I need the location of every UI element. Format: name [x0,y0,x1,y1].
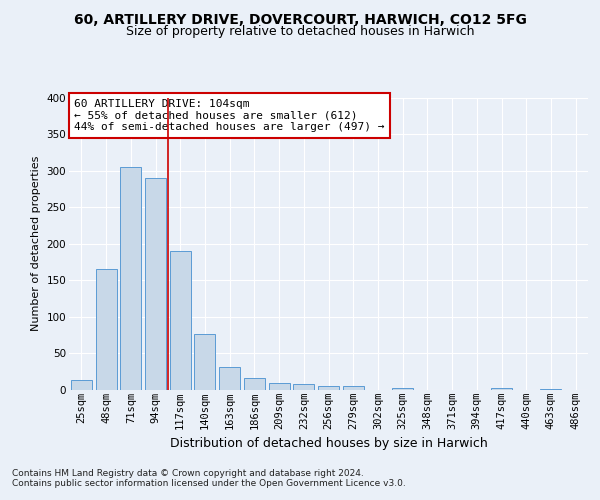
Bar [491,388,512,390]
Bar [269,384,290,390]
Bar [343,386,364,390]
Bar [170,251,191,390]
Bar [392,388,413,390]
Bar [120,167,141,390]
Bar [95,270,116,390]
Text: Size of property relative to detached houses in Harwich: Size of property relative to detached ho… [126,25,474,38]
Bar [244,378,265,390]
Bar [541,388,562,390]
Bar [318,386,339,390]
Text: Contains HM Land Registry data © Crown copyright and database right 2024.: Contains HM Land Registry data © Crown c… [12,468,364,477]
Text: 60 ARTILLERY DRIVE: 104sqm
← 55% of detached houses are smaller (612)
44% of sem: 60 ARTILLERY DRIVE: 104sqm ← 55% of deta… [74,99,385,132]
Text: 60, ARTILLERY DRIVE, DOVERCOURT, HARWICH, CO12 5FG: 60, ARTILLERY DRIVE, DOVERCOURT, HARWICH… [74,12,526,26]
Text: Contains public sector information licensed under the Open Government Licence v3: Contains public sector information licen… [12,478,406,488]
Y-axis label: Number of detached properties: Number of detached properties [31,156,41,332]
Bar [219,366,240,390]
Bar [145,178,166,390]
Bar [194,334,215,390]
X-axis label: Distribution of detached houses by size in Harwich: Distribution of detached houses by size … [170,437,487,450]
Bar [71,380,92,390]
Bar [293,384,314,390]
